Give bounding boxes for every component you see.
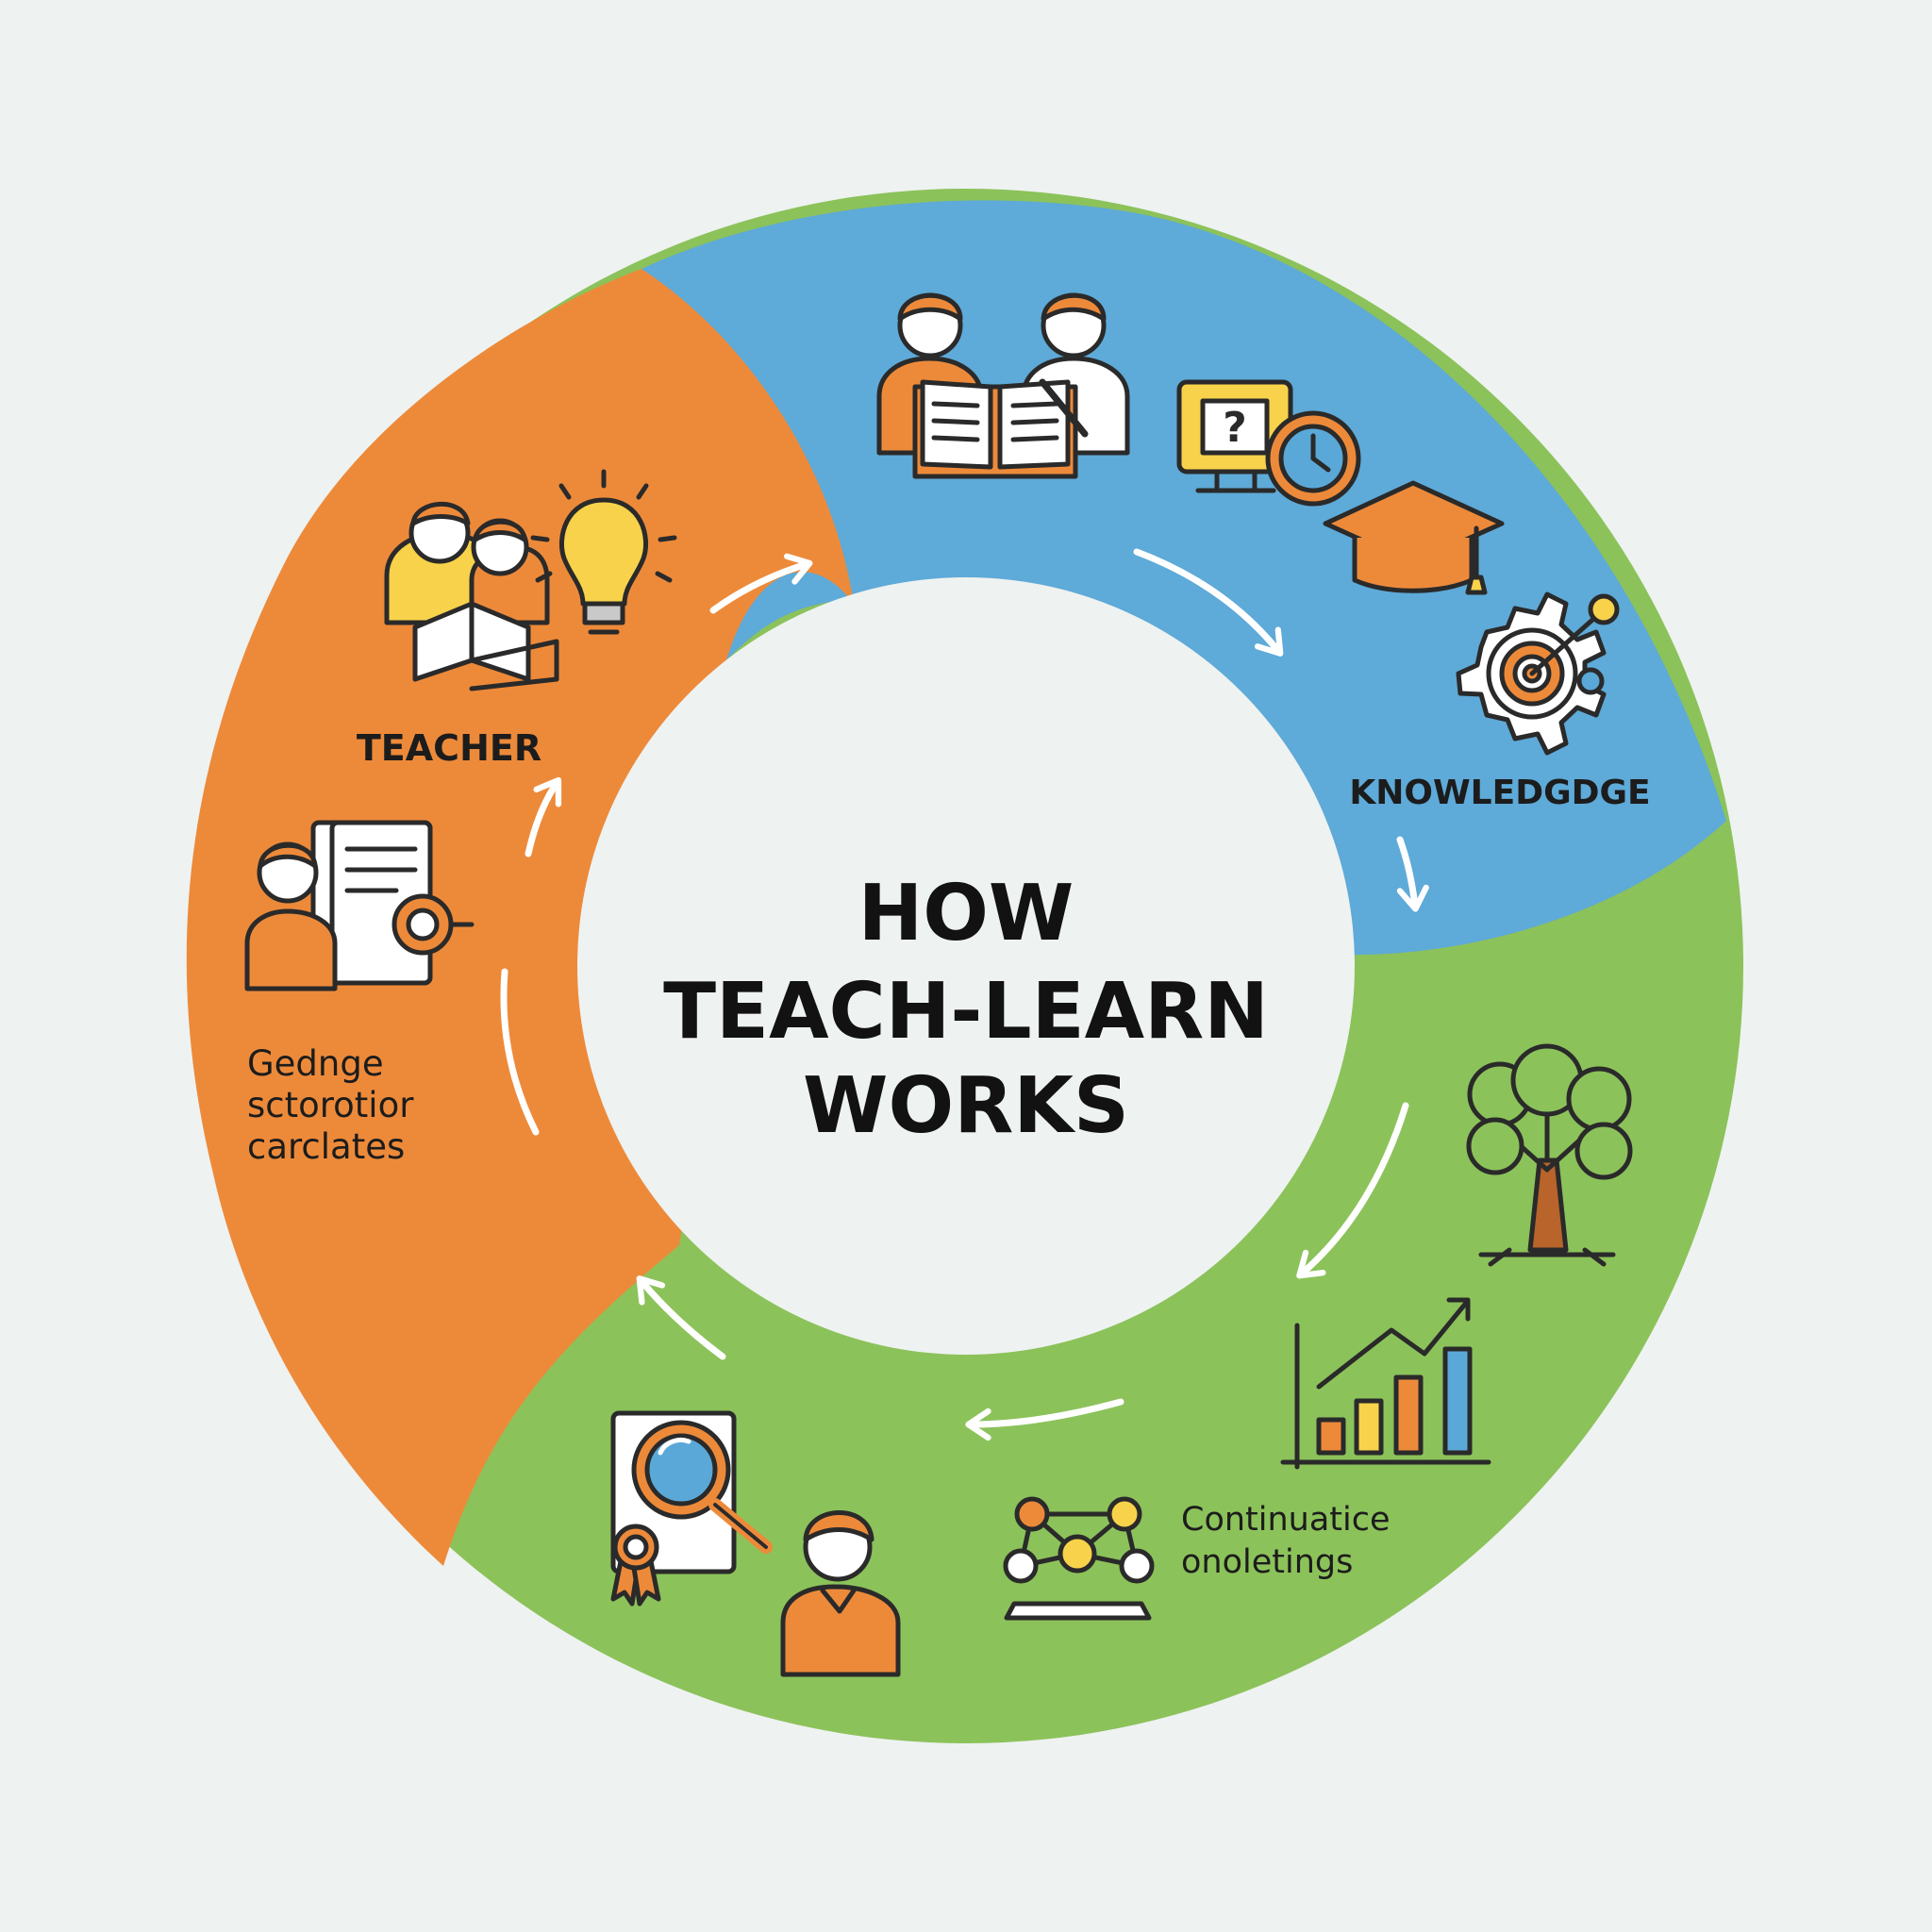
left-text-line-3: carclates xyxy=(247,1126,405,1167)
arrow-7 xyxy=(500,968,540,1136)
left-text-block: Gednge sctorotior carclates xyxy=(247,1043,414,1167)
two-learners-book-icon xyxy=(384,501,559,691)
lightbulb-icon xyxy=(530,469,677,635)
bottom-right-text-block: Continuatice onoletings xyxy=(1181,1501,1391,1581)
title-line-3: WORKS xyxy=(803,1061,1129,1151)
bottom-right-text-line-1: Continuatice xyxy=(1181,1501,1391,1539)
award-ribbon-icon xyxy=(610,1524,661,1607)
knowledge-label: KNOWLEDGDGE xyxy=(1349,774,1650,812)
person-document-icon xyxy=(244,820,475,991)
arrow-8 xyxy=(525,776,562,858)
arrow-5 xyxy=(965,1398,1124,1441)
teacher-label: TEACHER xyxy=(357,727,541,769)
center-circle xyxy=(577,577,1355,1355)
clock-icon xyxy=(1265,410,1361,507)
gear-target-icon xyxy=(1456,591,1620,756)
arrow-2 xyxy=(1133,548,1284,657)
arrow-6 xyxy=(636,1275,726,1360)
students-open-book-icon xyxy=(876,292,1130,479)
arrow-4 xyxy=(1296,1102,1409,1279)
growth-chart-icon xyxy=(1280,1297,1491,1470)
svg-text:?: ? xyxy=(1223,404,1247,452)
title-line-1: HOW xyxy=(858,869,1074,958)
student-icon xyxy=(780,1510,901,1677)
teacher-segment xyxy=(186,269,854,1566)
tree-icon xyxy=(1466,1043,1633,1267)
quiz-board-icon: ? xyxy=(1176,379,1293,493)
arrow-1 xyxy=(709,553,813,614)
left-text-line-2: sctorotior xyxy=(247,1085,414,1125)
cycle-arrows xyxy=(500,548,1429,1441)
left-text-line-1: Gednge xyxy=(247,1043,384,1084)
network-icon xyxy=(1003,1496,1155,1621)
title-line-2: TEACH-LEARN xyxy=(663,967,1269,1057)
graduation-cap-icon xyxy=(1323,480,1505,595)
bottom-right-text-line-2: onoletings xyxy=(1181,1543,1353,1581)
center-title: HOW TEACH-LEARN WORKS xyxy=(663,869,1269,1151)
arrow-3 xyxy=(1396,836,1429,912)
